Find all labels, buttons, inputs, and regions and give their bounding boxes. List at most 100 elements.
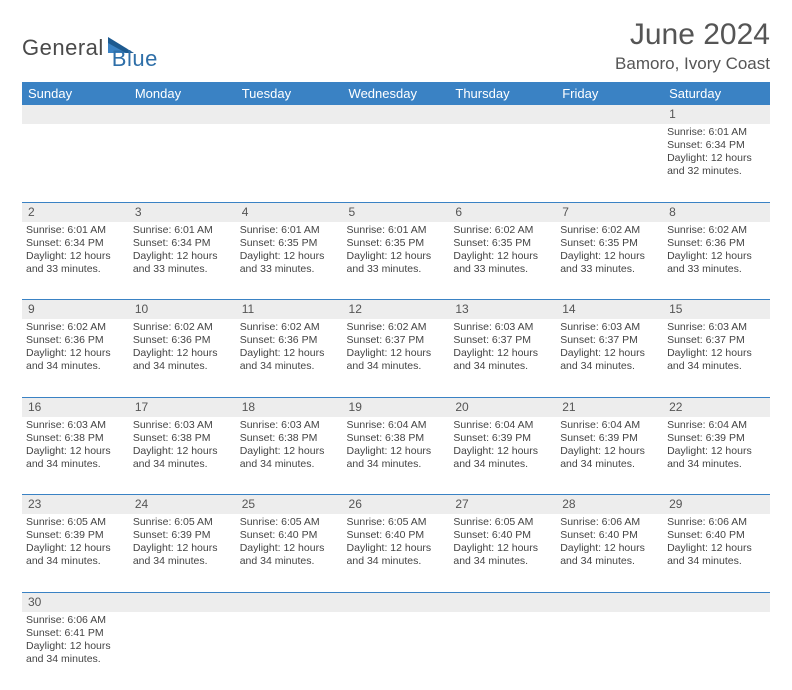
weekday-header: Monday	[129, 82, 236, 105]
daylight-line: Daylight: 12 hours	[347, 250, 446, 263]
day-number-cell: 18	[236, 397, 343, 417]
sunrise-line: Sunrise: 6:02 AM	[667, 224, 766, 237]
weekday-header: Saturday	[663, 82, 770, 105]
day-cell: Sunrise: 6:05 AMSunset: 6:40 PMDaylight:…	[236, 514, 343, 592]
sunrise-line: Sunrise: 6:01 AM	[26, 224, 125, 237]
sunset-line: Sunset: 6:40 PM	[667, 529, 766, 542]
day-number-cell: 20	[449, 397, 556, 417]
daynum-row: 9101112131415	[22, 300, 770, 320]
day-number-cell: 19	[343, 397, 450, 417]
day-cell	[236, 124, 343, 202]
sunrise-line: Sunrise: 6:01 AM	[240, 224, 339, 237]
day-cell: Sunrise: 6:04 AMSunset: 6:38 PMDaylight:…	[343, 417, 450, 495]
sunset-line: Sunset: 6:36 PM	[667, 237, 766, 250]
day-cell	[22, 124, 129, 202]
daylight-line: Daylight: 12 hours	[240, 250, 339, 263]
daylight-line: Daylight: 12 hours	[453, 542, 552, 555]
daylight-line-2: and 33 minutes.	[133, 263, 232, 276]
day-number-cell: 5	[343, 202, 450, 222]
sunrise-line: Sunrise: 6:02 AM	[26, 321, 125, 334]
sunset-line: Sunset: 6:34 PM	[133, 237, 232, 250]
day-number-cell: 2	[22, 202, 129, 222]
day-cell: Sunrise: 6:01 AMSunset: 6:35 PMDaylight:…	[236, 222, 343, 300]
daylight-line-2: and 34 minutes.	[240, 555, 339, 568]
sunset-line: Sunset: 6:37 PM	[667, 334, 766, 347]
sunset-line: Sunset: 6:35 PM	[453, 237, 552, 250]
sunset-line: Sunset: 6:39 PM	[667, 432, 766, 445]
daylight-line-2: and 34 minutes.	[347, 555, 446, 568]
day-number-cell: 15	[663, 300, 770, 320]
sunset-line: Sunset: 6:34 PM	[667, 139, 766, 152]
day-cell: Sunrise: 6:06 AMSunset: 6:41 PMDaylight:…	[22, 612, 129, 690]
daylight-line: Daylight: 12 hours	[133, 542, 232, 555]
day-number-cell: 14	[556, 300, 663, 320]
day-cell: Sunrise: 6:05 AMSunset: 6:40 PMDaylight:…	[343, 514, 450, 592]
day-content-row: Sunrise: 6:01 AMSunset: 6:34 PMDaylight:…	[22, 222, 770, 300]
daylight-line: Daylight: 12 hours	[133, 347, 232, 360]
calendar-table: SundayMondayTuesdayWednesdayThursdayFrid…	[22, 82, 770, 690]
daynum-row: 1	[22, 105, 770, 124]
sunrise-line: Sunrise: 6:04 AM	[453, 419, 552, 432]
sunset-line: Sunset: 6:38 PM	[26, 432, 125, 445]
day-cell: Sunrise: 6:01 AMSunset: 6:34 PMDaylight:…	[22, 222, 129, 300]
day-cell	[129, 612, 236, 690]
daylight-line-2: and 34 minutes.	[667, 458, 766, 471]
day-number-cell: 25	[236, 495, 343, 515]
day-cell: Sunrise: 6:01 AMSunset: 6:34 PMDaylight:…	[129, 222, 236, 300]
logo: General Blue	[22, 24, 158, 72]
day-cell: Sunrise: 6:05 AMSunset: 6:40 PMDaylight:…	[449, 514, 556, 592]
sunset-line: Sunset: 6:39 PM	[133, 529, 232, 542]
day-number-cell	[449, 105, 556, 124]
day-cell: Sunrise: 6:02 AMSunset: 6:35 PMDaylight:…	[556, 222, 663, 300]
daylight-line-2: and 34 minutes.	[240, 360, 339, 373]
sunrise-line: Sunrise: 6:01 AM	[347, 224, 446, 237]
sunrise-line: Sunrise: 6:01 AM	[667, 126, 766, 139]
daylight-line-2: and 34 minutes.	[560, 360, 659, 373]
daylight-line-2: and 34 minutes.	[133, 458, 232, 471]
daylight-line: Daylight: 12 hours	[26, 347, 125, 360]
sunrise-line: Sunrise: 6:06 AM	[26, 614, 125, 627]
daylight-line-2: and 33 minutes.	[347, 263, 446, 276]
weekday-header: Sunday	[22, 82, 129, 105]
daylight-line: Daylight: 12 hours	[560, 445, 659, 458]
day-number-cell: 24	[129, 495, 236, 515]
daylight-line-2: and 34 minutes.	[133, 360, 232, 373]
day-cell: Sunrise: 6:01 AMSunset: 6:34 PMDaylight:…	[663, 124, 770, 202]
day-cell: Sunrise: 6:02 AMSunset: 6:35 PMDaylight:…	[449, 222, 556, 300]
sunrise-line: Sunrise: 6:05 AM	[453, 516, 552, 529]
day-cell	[343, 124, 450, 202]
day-content-row: Sunrise: 6:05 AMSunset: 6:39 PMDaylight:…	[22, 514, 770, 592]
daylight-line-2: and 34 minutes.	[26, 653, 125, 666]
sunrise-line: Sunrise: 6:05 AM	[240, 516, 339, 529]
sunset-line: Sunset: 6:36 PM	[26, 334, 125, 347]
location-label: Bamoro, Ivory Coast	[615, 54, 770, 74]
logo-text-dark: General	[22, 35, 104, 61]
sunset-line: Sunset: 6:40 PM	[453, 529, 552, 542]
day-number-cell: 28	[556, 495, 663, 515]
day-number-cell	[236, 105, 343, 124]
sunset-line: Sunset: 6:34 PM	[26, 237, 125, 250]
weekday-header: Tuesday	[236, 82, 343, 105]
day-number-cell: 10	[129, 300, 236, 320]
day-cell	[129, 124, 236, 202]
sunset-line: Sunset: 6:35 PM	[560, 237, 659, 250]
sunset-line: Sunset: 6:37 PM	[347, 334, 446, 347]
day-cell: Sunrise: 6:03 AMSunset: 6:38 PMDaylight:…	[236, 417, 343, 495]
day-cell	[556, 124, 663, 202]
daynum-row: 23242526272829	[22, 495, 770, 515]
day-cell: Sunrise: 6:01 AMSunset: 6:35 PMDaylight:…	[343, 222, 450, 300]
day-number-cell: 13	[449, 300, 556, 320]
day-number-cell: 7	[556, 202, 663, 222]
day-number-cell: 27	[449, 495, 556, 515]
day-cell: Sunrise: 6:02 AMSunset: 6:36 PMDaylight:…	[663, 222, 770, 300]
day-cell: Sunrise: 6:03 AMSunset: 6:38 PMDaylight:…	[129, 417, 236, 495]
page-title: June 2024	[615, 18, 770, 52]
day-cell	[663, 612, 770, 690]
sunrise-line: Sunrise: 6:01 AM	[133, 224, 232, 237]
day-number-cell	[449, 592, 556, 612]
day-number-cell	[22, 105, 129, 124]
sunrise-line: Sunrise: 6:04 AM	[560, 419, 659, 432]
day-cell: Sunrise: 6:03 AMSunset: 6:38 PMDaylight:…	[22, 417, 129, 495]
day-content-row: Sunrise: 6:01 AMSunset: 6:34 PMDaylight:…	[22, 124, 770, 202]
daylight-line: Daylight: 12 hours	[453, 347, 552, 360]
